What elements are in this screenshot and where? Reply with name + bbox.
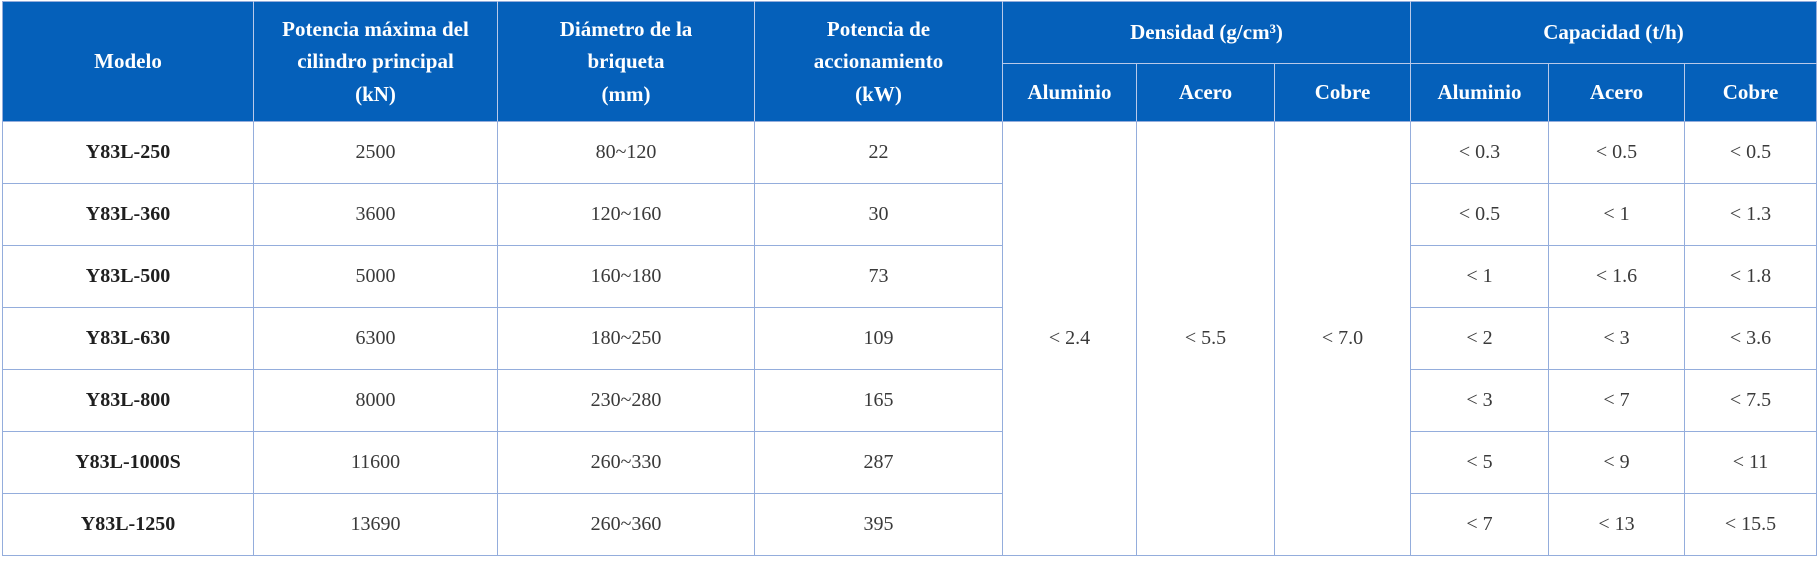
mm-cell: 80~120 xyxy=(497,121,755,184)
kn-cell: 13690 xyxy=(253,493,498,556)
kw-cell: 73 xyxy=(754,245,1003,308)
mm-cell: 120~160 xyxy=(497,183,755,246)
capacidad-aluminio-cell: < 1 xyxy=(1410,245,1550,308)
kn-cell: 2500 xyxy=(253,121,498,184)
mm-cell: 180~250 xyxy=(497,307,755,370)
model-cell: Y83L-250 xyxy=(2,121,254,184)
kn-cell: 5000 xyxy=(253,245,498,308)
subheader-capacidad-acero: Acero xyxy=(1548,63,1686,122)
table-row: Y83L-500 5000 160~180 73 < 1 < 1.6 < 1.8 xyxy=(2,245,1818,308)
capacidad-cobre-cell: < 0.5 xyxy=(1684,121,1818,184)
subheader-densidad-acero: Acero xyxy=(1136,63,1275,122)
capacidad-aluminio-cell: < 5 xyxy=(1410,431,1550,494)
table-row: Y83L-250 2500 80~120 22 < 2.4 < 5.5 < 7.… xyxy=(2,121,1818,556)
subheader-capacidad-aluminio: Aluminio xyxy=(1410,63,1550,122)
table-row: Y83L-360 3600 120~160 30 < 0.5 < 1 < 1.3 xyxy=(2,183,1818,246)
densidad-cobre-cell: < 7.0 xyxy=(1273,121,1412,556)
kw-cell: 109 xyxy=(754,307,1003,370)
capacidad-aluminio-cell: < 0.5 xyxy=(1410,183,1550,246)
capacidad-aluminio-cell: < 0.3 xyxy=(1410,121,1550,184)
header-modelo: Modelo xyxy=(2,1,254,122)
densidad-aluminio-cell: < 2.4 xyxy=(1002,121,1137,556)
kw-cell: 395 xyxy=(754,493,1003,556)
capacidad-cobre-cell: < 7.5 xyxy=(1684,369,1818,432)
model-cell: Y83L-360 xyxy=(2,183,254,246)
header-capacidad: Capacidad (t/h) xyxy=(1410,1,1818,64)
kn-cell: 8000 xyxy=(253,369,498,432)
densidad-acero-cell: < 5.5 xyxy=(1136,121,1275,556)
capacidad-acero-cell: < 3 xyxy=(1548,307,1686,370)
model-cell: Y83L-800 xyxy=(2,369,254,432)
capacidad-acero-cell: < 1 xyxy=(1548,183,1686,246)
subheader-capacidad-cobre: Cobre xyxy=(1684,63,1818,122)
header-densidad: Densidad (g/cm³) xyxy=(1001,1,1412,64)
header-potencia-maxima: Potencia máxima del cilindro principal (… xyxy=(253,1,498,122)
kw-cell: 22 xyxy=(754,121,1003,184)
kw-cell: 165 xyxy=(754,369,1003,432)
kw-cell: 287 xyxy=(754,431,1003,494)
kn-cell: 3600 xyxy=(253,183,498,246)
capacidad-cobre-cell: < 1.8 xyxy=(1684,245,1818,308)
table-row: Y83L-630 6300 180~250 109 < 2 < 3 < 3.6 xyxy=(2,307,1818,370)
capacidad-cobre-cell: < 11 xyxy=(1684,431,1818,494)
mm-cell: 260~330 xyxy=(497,431,755,494)
capacidad-acero-cell: < 9 xyxy=(1548,431,1686,494)
capacidad-cobre-cell: < 1.3 xyxy=(1684,183,1818,246)
kw-cell: 30 xyxy=(754,183,1003,246)
capacidad-aluminio-cell: < 7 xyxy=(1410,493,1550,556)
capacidad-cobre-cell: < 15.5 xyxy=(1684,493,1818,556)
capacidad-cobre-cell: < 3.6 xyxy=(1684,307,1818,370)
subheader-densidad-cobre: Cobre xyxy=(1273,63,1412,122)
table-row: Y83L-800 8000 230~280 165 < 3 < 7 < 7.5 xyxy=(2,369,1818,432)
subheader-densidad-aluminio: Aluminio xyxy=(1002,63,1137,122)
mm-cell: 230~280 xyxy=(497,369,755,432)
mm-cell: 260~360 xyxy=(497,493,755,556)
capacidad-acero-cell: < 13 xyxy=(1548,493,1686,556)
kn-cell: 6300 xyxy=(253,307,498,370)
capacidad-aluminio-cell: < 3 xyxy=(1410,369,1550,432)
header-diametro: Diámetro de la briqueta (mm) xyxy=(497,1,755,122)
capacidad-aluminio-cell: < 2 xyxy=(1410,307,1550,370)
kn-cell: 11600 xyxy=(253,431,498,494)
model-cell: Y83L-1250 xyxy=(2,493,254,556)
header-potencia-accionamiento: Potencia de accionamiento (kW) xyxy=(754,1,1003,122)
model-cell: Y83L-500 xyxy=(2,245,254,308)
model-cell: Y83L-1000S xyxy=(2,431,254,494)
model-cell: Y83L-630 xyxy=(2,307,254,370)
table-row: Y83L-1250 13690 260~360 395 < 7 < 13 < 1… xyxy=(2,493,1818,556)
capacidad-acero-cell: < 1.6 xyxy=(1548,245,1686,308)
capacidad-acero-cell: < 7 xyxy=(1548,369,1686,432)
table-row: Y83L-1000S 11600 260~330 287 < 5 < 9 < 1… xyxy=(2,431,1818,494)
capacidad-acero-cell: < 0.5 xyxy=(1548,121,1686,184)
mm-cell: 160~180 xyxy=(497,245,755,308)
